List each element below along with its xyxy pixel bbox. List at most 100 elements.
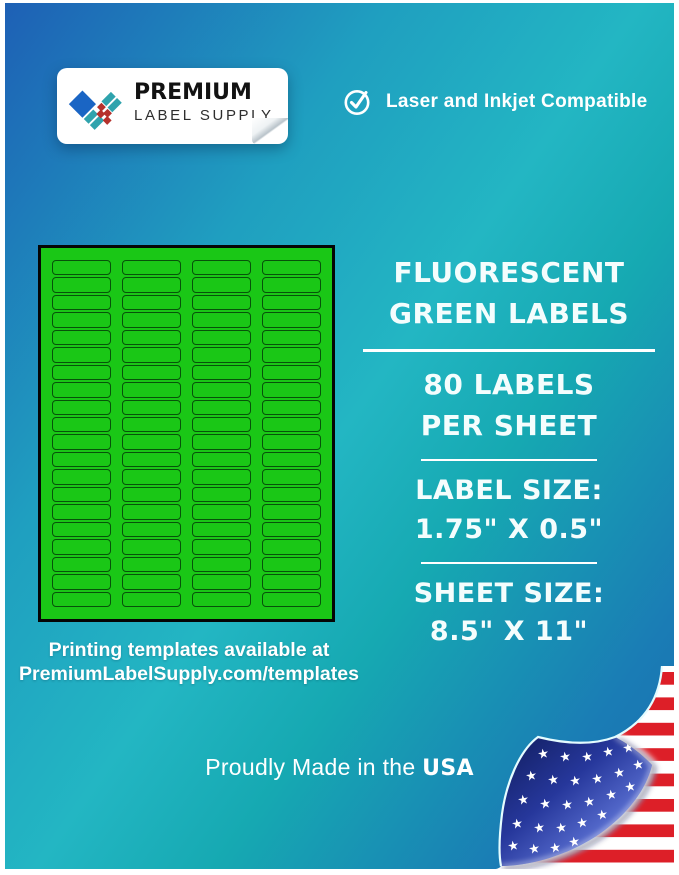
label-cell [262, 294, 321, 311]
label-cell [192, 417, 251, 433]
svg-text:★: ★ [631, 757, 645, 774]
label-cell [262, 521, 321, 538]
label-cell [262, 556, 321, 573]
product-title-line1: FLUORESCENT [393, 256, 625, 289]
label-cell [192, 434, 251, 450]
label-cell [262, 382, 321, 398]
label-cell [122, 486, 181, 503]
label-cell [192, 329, 251, 346]
label-cell [52, 469, 111, 485]
compatibility-bold: Compatible [541, 90, 648, 112]
compatibility-prefix: Laser and Inkjet [386, 90, 542, 112]
label-cell [262, 312, 321, 328]
label-cell [122, 382, 181, 398]
divider [363, 349, 655, 353]
label-cell [52, 504, 111, 520]
divider [421, 459, 597, 462]
brand-name-line2: LABEL SUPPLY [134, 107, 274, 125]
made-in-prefix: Proudly Made in the [205, 754, 423, 780]
label-cell [122, 294, 181, 311]
label-cell [192, 260, 251, 276]
label-count-line2: PER SHEET [420, 408, 598, 442]
label-cell [262, 329, 321, 346]
svg-text:★: ★ [612, 765, 626, 782]
svg-text:★: ★ [560, 797, 574, 814]
label-cell [262, 260, 321, 276]
brand-logo-card: PREMIUM LABEL SUPPLY [57, 68, 288, 144]
label-cell [122, 277, 181, 293]
label-grid [41, 248, 332, 619]
label-cell [52, 399, 111, 416]
label-cell [262, 504, 321, 520]
label-cell [192, 504, 251, 520]
label-cell [52, 294, 111, 311]
label-cell [122, 574, 181, 590]
label-cell [52, 434, 111, 450]
label-cell [52, 329, 111, 346]
label-cell [122, 504, 181, 520]
svg-text:★: ★ [580, 749, 594, 766]
svg-text:★: ★ [516, 792, 530, 809]
us-flag-page-curl-icon: ★ ★ ★ ★ ★★ ★ ★ ★ ★ ★★ ★ ★ ★ ★ ★★ ★ ★ ★ ★★ ★ ★ ★ [496, 666, 674, 869]
label-cell [262, 277, 321, 293]
label-cell [52, 312, 111, 328]
svg-text:★: ★ [568, 773, 582, 790]
flag-star-field [499, 737, 652, 866]
label-cell [192, 591, 251, 607]
flag-stars: ★ ★ ★ ★ ★★ ★ ★ ★ ★ ★★ ★ ★ ★ ★ ★★ ★ ★ ★ ★★ ★ ★ ★ [506, 740, 645, 858]
templates-note: Printing templates available at PremiumL… [7, 639, 371, 687]
label-size-heading: LABEL SIZE: [415, 475, 603, 507]
svg-text:★: ★ [546, 772, 560, 789]
label-cell [52, 486, 111, 503]
label-cell [52, 364, 111, 381]
label-cell [192, 521, 251, 538]
label-cell [262, 364, 321, 381]
label-cell [122, 260, 181, 276]
label-cell [262, 591, 321, 607]
label-cell [52, 521, 111, 538]
svg-text:★: ★ [595, 807, 609, 824]
label-size-value: 1.75" X 0.5" [414, 513, 604, 545]
svg-text:★: ★ [575, 815, 589, 832]
info-panel: FLUORESCENT GREEN LABELS 80 LABELS PER S… [352, 253, 666, 652]
svg-text:★: ★ [524, 768, 538, 785]
label-cell [262, 451, 321, 468]
label-cell [52, 591, 111, 607]
label-cell [122, 417, 181, 433]
label-cell [192, 469, 251, 485]
label-cell [52, 347, 111, 363]
label-cell [192, 312, 251, 328]
label-cell [192, 277, 251, 293]
label-cell [192, 539, 251, 555]
svg-text:★: ★ [558, 749, 572, 766]
label-cell [122, 312, 181, 328]
label-cell [192, 382, 251, 398]
svg-text:★: ★ [623, 779, 637, 796]
label-cell [192, 486, 251, 503]
label-cell [192, 556, 251, 573]
label-count-line1: 80 LABELS [423, 368, 595, 402]
label-cell [52, 382, 111, 398]
brand-name-line1: PREMIUM [134, 80, 252, 105]
svg-text:★: ★ [532, 820, 546, 837]
card-corner-fold [252, 118, 288, 144]
label-cell [192, 364, 251, 381]
divider [421, 562, 597, 565]
sheet-size-heading: SHEET SIZE: [413, 578, 605, 610]
svg-text:★: ★ [510, 816, 524, 833]
svg-text:★: ★ [601, 744, 615, 761]
made-in-bold: USA [422, 756, 474, 781]
svg-text:★: ★ [590, 771, 604, 788]
label-cell [122, 591, 181, 607]
label-cell [192, 294, 251, 311]
svg-text:★: ★ [582, 794, 596, 811]
label-cell [122, 539, 181, 555]
label-cell [52, 451, 111, 468]
label-cell [122, 399, 181, 416]
templates-note-line2[interactable]: PremiumLabelSupply.com/templates [19, 662, 359, 685]
svg-text:★: ★ [538, 796, 552, 813]
svg-text:★: ★ [506, 838, 520, 855]
label-cell [52, 277, 111, 293]
label-cell [52, 260, 111, 276]
made-in-usa-text: Proudly Made in the USA [5, 754, 674, 781]
